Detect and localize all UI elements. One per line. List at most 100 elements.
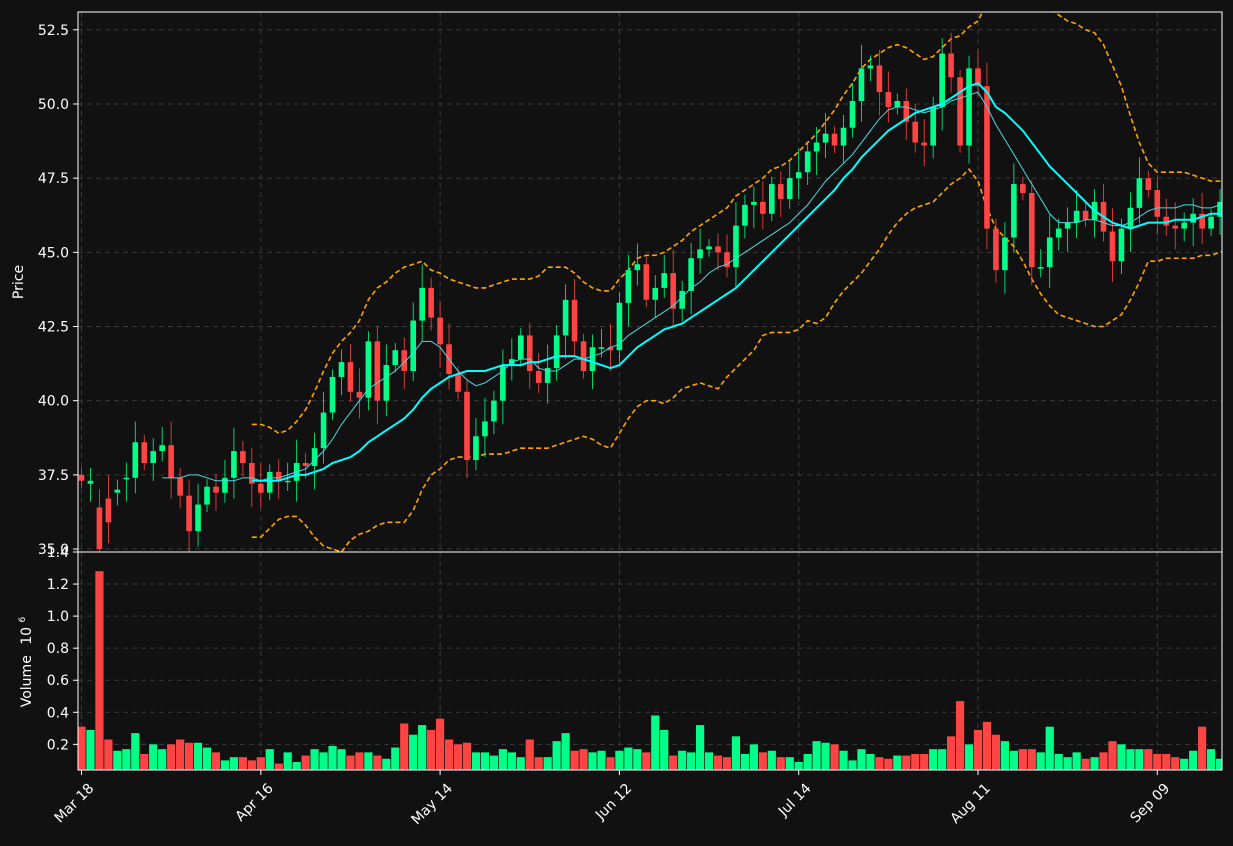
- volume-bar: [534, 757, 543, 770]
- candle: [975, 50, 981, 97]
- candle-body: [769, 184, 775, 214]
- candle-body: [715, 246, 721, 253]
- candle: [616, 292, 623, 363]
- candle: [141, 434, 148, 471]
- candle-body: [849, 101, 856, 128]
- volume-bar: [552, 741, 561, 770]
- candle: [150, 438, 157, 482]
- volume-bar: [1144, 749, 1153, 770]
- candle-body: [464, 391, 470, 461]
- volume-bar: [597, 750, 606, 770]
- volume-bar: [409, 734, 418, 770]
- volume-bar: [830, 744, 839, 770]
- candle: [634, 243, 641, 286]
- candle-body: [374, 341, 381, 401]
- volume-bar: [713, 755, 723, 770]
- candle: [1172, 202, 1179, 250]
- candle-body: [688, 258, 694, 291]
- volume-bar: [444, 739, 454, 770]
- candle-body: [150, 451, 157, 463]
- price-grid: [78, 12, 1222, 552]
- volume-bar: [1081, 758, 1090, 770]
- candle: [338, 349, 345, 396]
- candle-body: [795, 172, 802, 179]
- price-axis-label: Price: [11, 265, 27, 299]
- volume-bar: [462, 742, 472, 770]
- candle: [455, 366, 461, 400]
- candle-body: [616, 302, 623, 351]
- candle-body: [1208, 216, 1214, 229]
- volume-bar: [821, 742, 830, 770]
- volume-bar: [651, 715, 660, 770]
- candle-body: [742, 204, 748, 226]
- candle: [159, 427, 165, 462]
- volume-bar: [436, 718, 445, 770]
- candle-body: [993, 228, 999, 271]
- volume-bar: [758, 752, 767, 770]
- price-y-axis: 35.0 37.5 40.0 42.5 45.0 47.5 50.0 52.5: [38, 23, 78, 558]
- candle-body: [123, 477, 130, 480]
- candle-body: [760, 201, 766, 214]
- candle: [706, 238, 712, 257]
- candle-body: [410, 320, 417, 372]
- candle-body: [975, 68, 981, 87]
- candle-body: [517, 335, 524, 360]
- candle-body: [1055, 228, 1062, 238]
- candle-body: [553, 335, 560, 369]
- volume-bar: [78, 726, 86, 770]
- volume-bar: [498, 749, 507, 770]
- candle-body: [96, 507, 103, 550]
- candle-body: [132, 442, 139, 478]
- candle-body: [786, 178, 793, 199]
- volume-multiplier: 10: [19, 627, 35, 645]
- volume-bar: [624, 747, 633, 770]
- candle: [804, 141, 811, 185]
- volume-bar: [1018, 749, 1027, 770]
- candle: [1217, 189, 1222, 235]
- candle-body: [733, 225, 739, 268]
- candle-body: [78, 474, 85, 481]
- candle-body: [437, 317, 443, 345]
- candle-body: [670, 273, 676, 309]
- volume-bar: [95, 571, 104, 770]
- candle: [661, 255, 668, 299]
- candle: [643, 256, 650, 308]
- volume-bar: [400, 723, 409, 770]
- volume-bar: [193, 742, 203, 770]
- volume-bar: [803, 753, 812, 770]
- volume-bar: [149, 744, 158, 770]
- volume-bar: [911, 753, 920, 770]
- volume-bar: [938, 749, 947, 770]
- candle: [553, 325, 560, 381]
- volume-bar: [749, 744, 758, 770]
- candle: [894, 93, 901, 115]
- volume-bar: [1215, 758, 1222, 770]
- candle: [831, 126, 838, 153]
- volume-bar: [265, 749, 274, 770]
- volume-bar: [1099, 752, 1108, 770]
- candle-body: [1020, 184, 1026, 193]
- candle: [795, 148, 802, 199]
- candle: [993, 218, 999, 283]
- candle: [580, 333, 587, 379]
- upper-band-line: [251, 12, 1222, 435]
- candle-body: [356, 391, 363, 398]
- candle: [777, 171, 784, 218]
- volume-bar: [337, 749, 346, 770]
- candle-body: [1154, 190, 1161, 217]
- volume-bar: [238, 757, 247, 770]
- candle: [535, 352, 542, 393]
- candle-body: [1064, 222, 1071, 229]
- candle-body: [957, 77, 963, 146]
- candle-body: [813, 142, 820, 152]
- volume-bar: [1009, 750, 1018, 770]
- candle-body: [984, 86, 990, 229]
- candle-body: [876, 65, 883, 93]
- price-y-tick-label: 37.5: [38, 468, 69, 484]
- candle-body: [535, 371, 542, 383]
- volume-bar: [704, 752, 714, 770]
- volume-bar: [615, 750, 624, 770]
- candle-body: [1082, 210, 1089, 220]
- candle: [383, 344, 390, 417]
- candle-body: [661, 273, 668, 288]
